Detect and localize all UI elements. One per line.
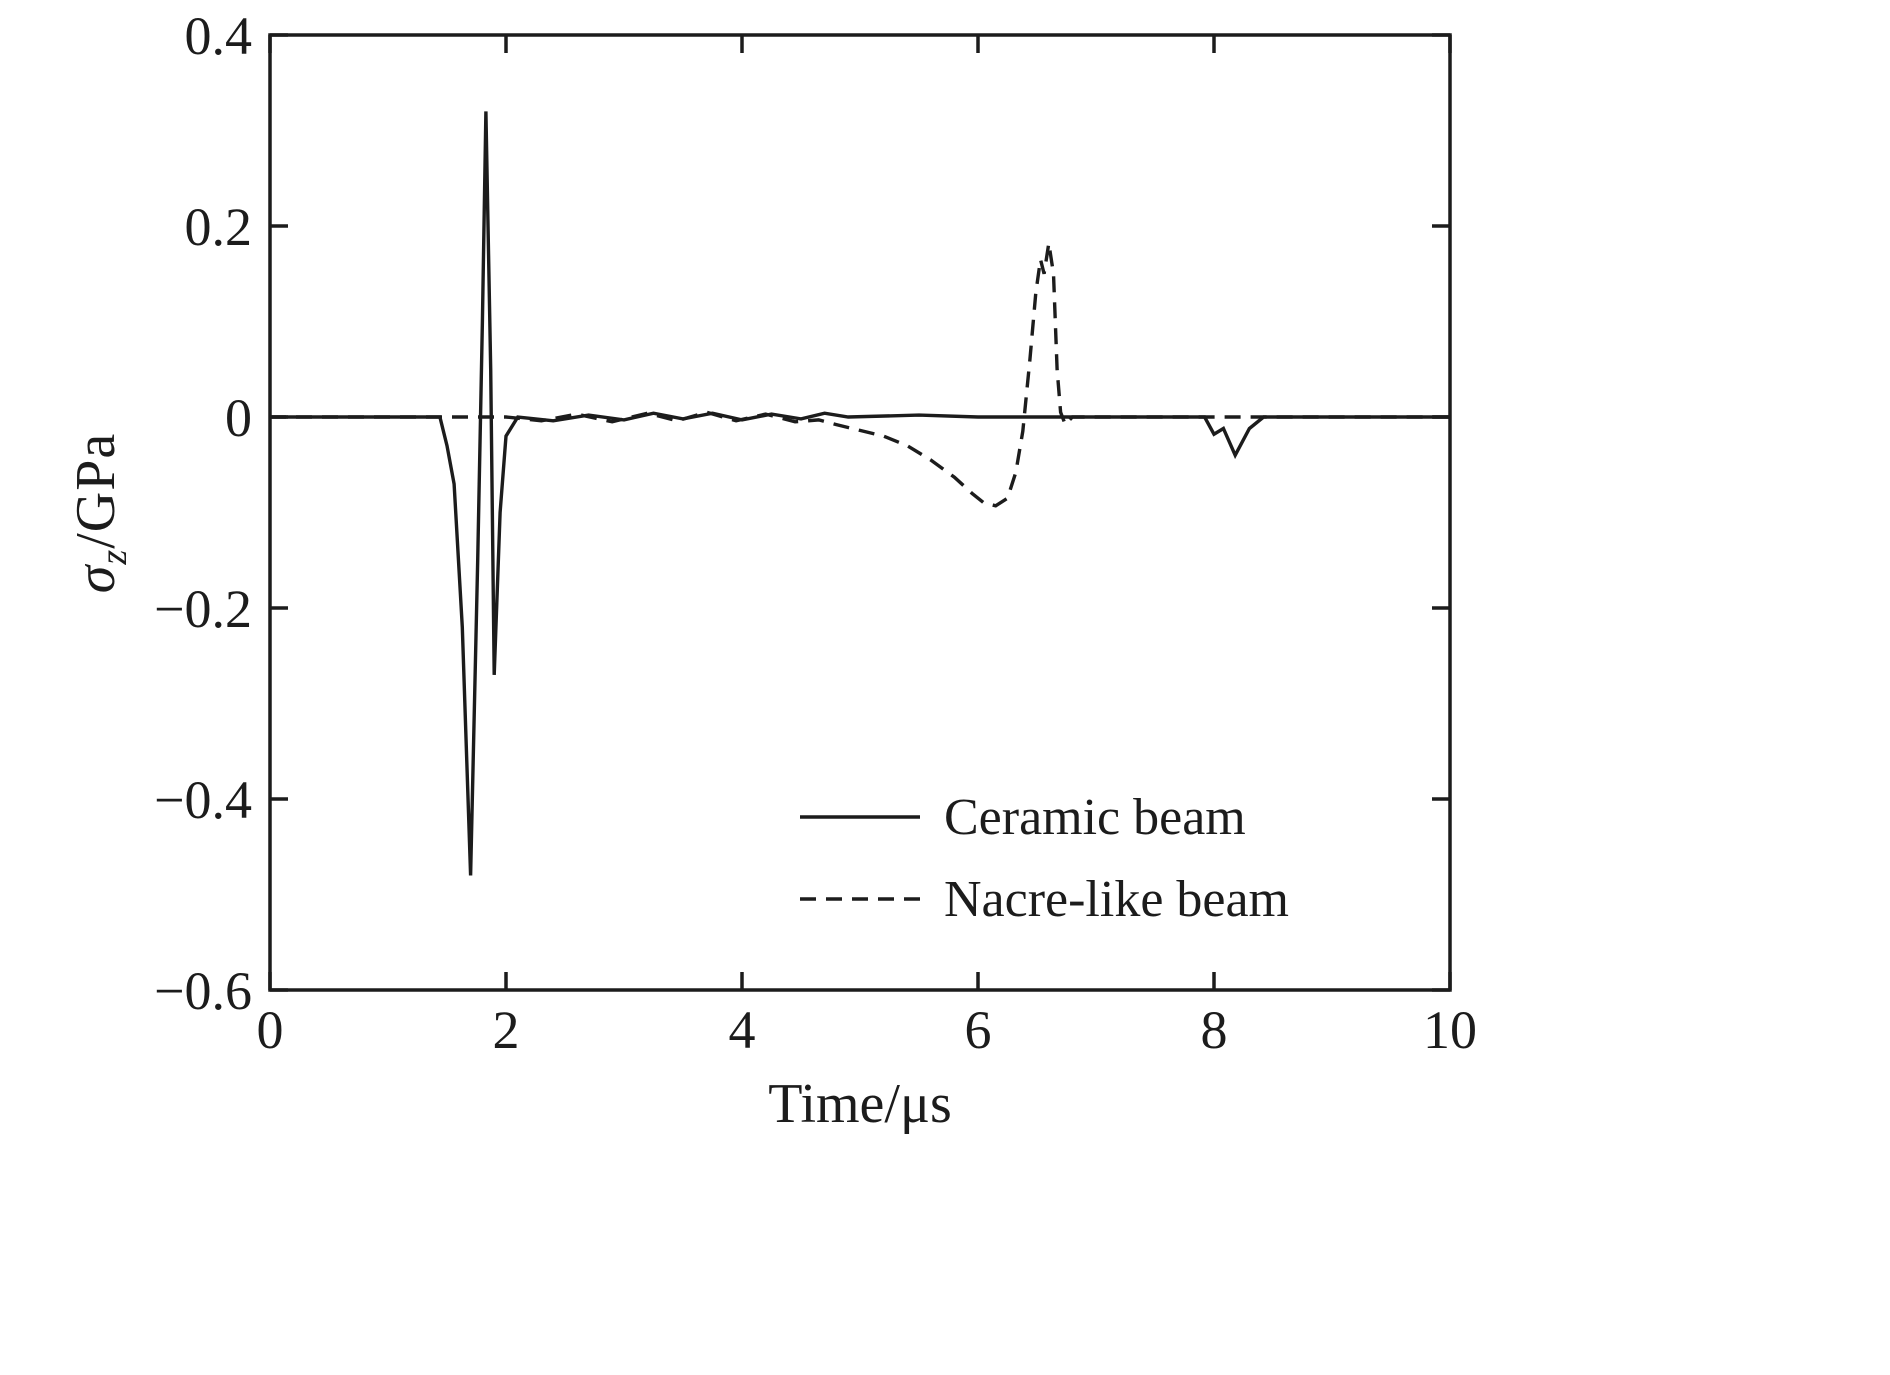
x-axis-label: Time/μs xyxy=(768,1073,952,1135)
legend-label-nacre-like-beam: Nacre-like beam xyxy=(944,870,1290,928)
y-tick-label: −0.6 xyxy=(154,961,252,1021)
x-tick-label: 2 xyxy=(493,1000,520,1060)
y-tick-label: −0.4 xyxy=(154,770,252,830)
y-tick-label: 0.4 xyxy=(185,6,253,66)
legend-item-ceramic-beam: Ceramic beam xyxy=(800,776,1289,858)
legend-line-sample-solid xyxy=(800,815,920,819)
y-axis-label-unit: /GPa xyxy=(64,432,127,549)
y-axis-label: σz/GPa xyxy=(64,433,136,593)
x-tick-label: 8 xyxy=(1201,1000,1228,1060)
legend: Ceramic beam Nacre-like beam xyxy=(800,776,1289,940)
x-tick-label: 6 xyxy=(965,1000,992,1060)
x-tick-label: 4 xyxy=(729,1000,756,1060)
series-line-nacre-like-beam xyxy=(270,242,1450,508)
legend-line-sample-dashed xyxy=(800,897,920,901)
y-tick-label: 0.2 xyxy=(185,197,253,257)
y-axis-label-symbol: σ xyxy=(64,564,127,594)
plot-border xyxy=(268,33,1452,992)
y-tick-label: 0 xyxy=(225,388,252,448)
x-tick-label: 10 xyxy=(1423,1000,1477,1060)
legend-item-nacre-like-beam: Nacre-like beam xyxy=(800,858,1289,940)
x-tick-label: 0 xyxy=(257,1000,284,1060)
y-axis-label-subscript: z xyxy=(93,548,136,565)
y-tick-label: −0.2 xyxy=(154,579,252,639)
series-line-ceramic-beam xyxy=(270,111,1450,876)
legend-label-ceramic-beam: Ceramic beam xyxy=(944,788,1246,846)
